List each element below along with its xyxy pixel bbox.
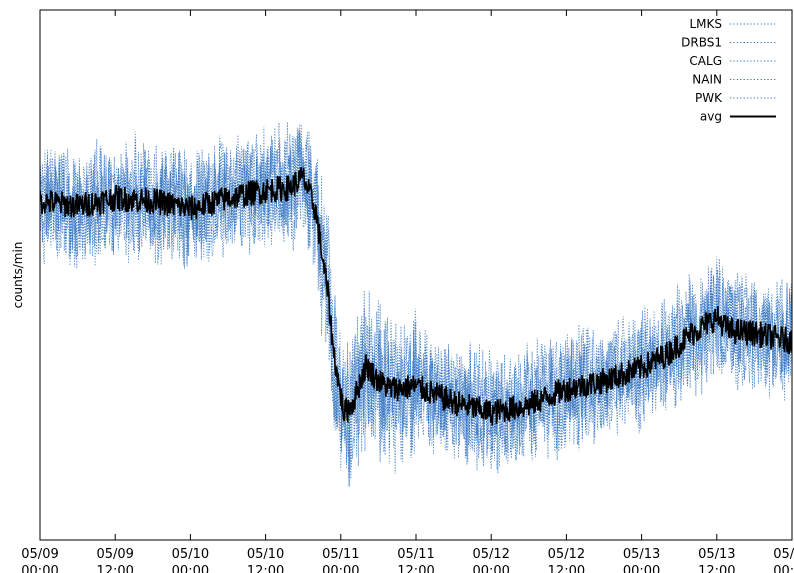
x-tick-label: 05/10 00:00 — [172, 547, 209, 573]
legend-label-pwk: PWK — [695, 91, 723, 105]
x-tick-label: 05/11 00:00 — [322, 547, 359, 573]
x-tick-label: 05/12 00:00 — [472, 547, 509, 573]
x-tick-label: 05/11 12:00 — [397, 547, 434, 573]
series-line-avg — [40, 167, 792, 426]
x-tick-label: 05/13 00:00 — [623, 547, 660, 573]
plot-background — [40, 10, 792, 540]
legend-label-nain: NAIN — [692, 73, 722, 87]
x-tick-label: 05/09 00:00 — [21, 547, 58, 573]
series-line-nain — [40, 127, 792, 472]
series-noise-group — [40, 121, 792, 487]
legend: LMKS DRBS1 CALG NAIN PWK avg — [681, 17, 776, 124]
x-tick-label: 05/10 12:00 — [247, 547, 284, 573]
series-line-pwk — [40, 123, 792, 487]
series-line-drbs1 — [40, 126, 792, 471]
legend-label-lmks: LMKS — [689, 17, 722, 31]
series-line-calg — [40, 122, 792, 470]
legend-label-calg: CALG — [689, 54, 722, 68]
x-tick-label: 05/12 12:00 — [548, 547, 585, 573]
series-line-lmks — [40, 121, 792, 487]
series-avg-group — [40, 167, 792, 426]
x-tick-label: 05/13 12:00 — [698, 547, 735, 573]
legend-label-drbs1: DRBS1 — [681, 36, 722, 50]
x-tick-label: 05/1400:00 — [773, 547, 794, 573]
y-axis-label: counts/min — [11, 242, 25, 309]
x-tick-label: 05/09 12:00 — [96, 547, 133, 573]
x-axis: 05/09 00:00 05/09 12:00 05/10 00:00 05/10 12:00… — [21, 10, 794, 573]
legend-label-avg: avg — [700, 110, 722, 124]
